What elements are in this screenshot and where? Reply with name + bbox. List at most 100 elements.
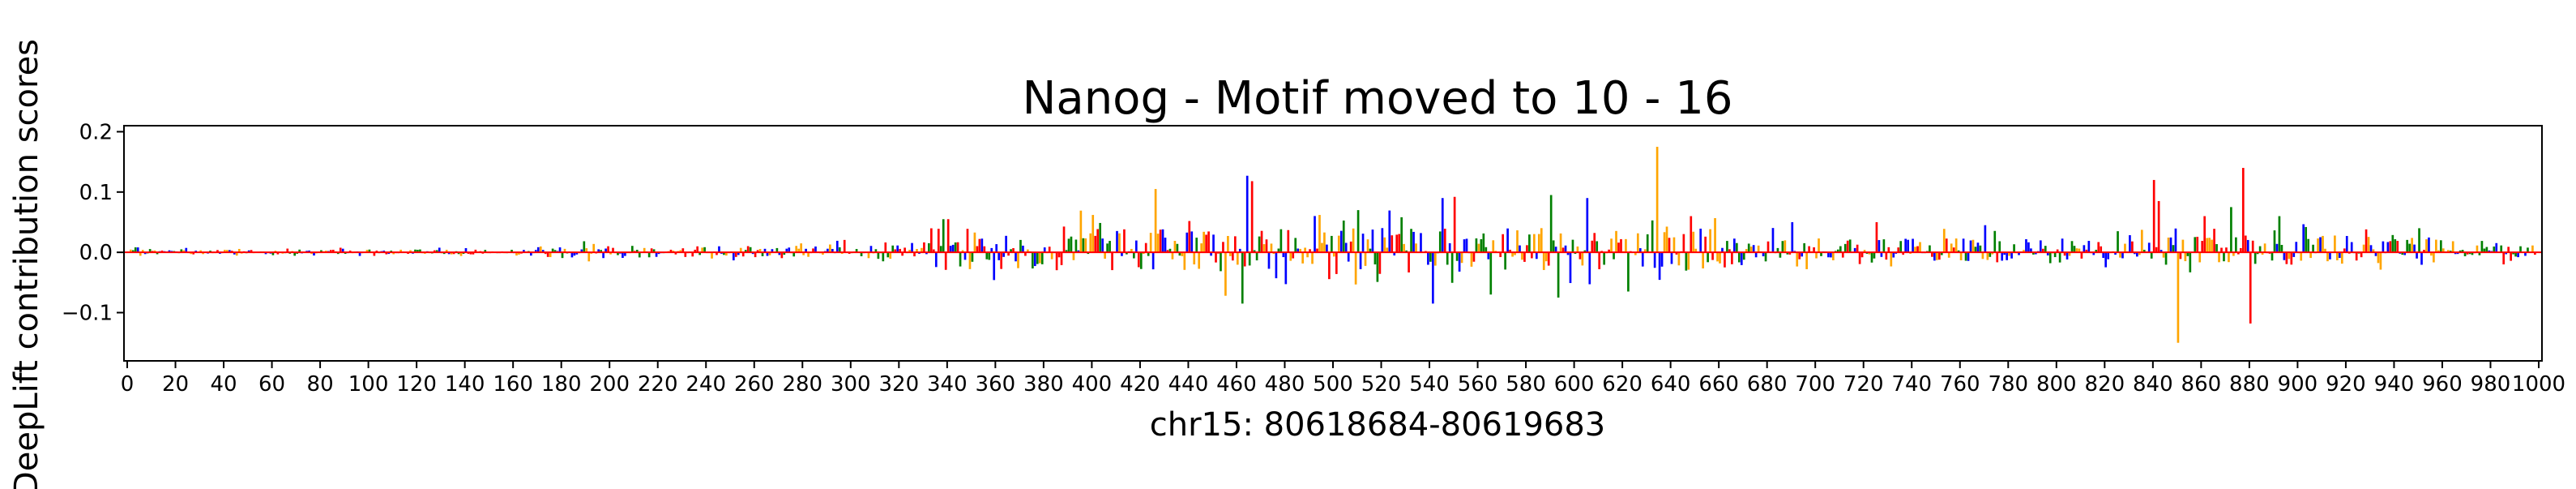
contribution-bar-A <box>2463 252 2467 256</box>
contribution-bar-A <box>1549 195 1553 253</box>
contribution-bar-T <box>1062 226 1066 253</box>
contribution-bar-G <box>797 248 801 253</box>
contribution-bar-A <box>1776 247 1779 253</box>
contribution-bar-A <box>131 250 135 253</box>
contribution-bar-T <box>1096 229 1100 253</box>
contribution-bar-A <box>1742 252 1745 260</box>
contribution-bar-T <box>2249 252 2252 324</box>
contribution-bar-C <box>993 252 996 281</box>
contribution-bar-T <box>1166 250 1169 253</box>
contribution-bar-T <box>452 252 455 255</box>
contribution-bar-A <box>1067 238 1070 253</box>
contribution-bar-G <box>1337 235 1340 253</box>
contribution-bar-A <box>617 252 619 255</box>
contribution-bar-C <box>1275 252 1278 279</box>
contribution-bar-G <box>973 232 976 253</box>
contribution-bar-T <box>691 252 694 257</box>
contribution-bar-A <box>1836 249 1839 253</box>
contribution-bar-T <box>1250 181 1254 253</box>
contribution-bar-G <box>2198 252 2202 263</box>
contribution-bar-T <box>1055 252 1058 271</box>
contribution-bar-T <box>1996 252 1999 263</box>
contribution-bar-C <box>995 244 998 253</box>
contribution-bar-A <box>1178 252 1181 256</box>
contribution-bar-C <box>1151 252 1155 270</box>
contribution-bar-T <box>1094 235 1097 253</box>
contribution-bar-T <box>684 252 687 257</box>
contribution-bar-T <box>1007 252 1010 256</box>
contribution-bar-C <box>464 248 468 253</box>
contribution-bar-A <box>511 250 513 253</box>
contribution-bar-C <box>737 252 740 255</box>
contribution-bar-G <box>701 247 703 253</box>
contribution-bar-T <box>884 242 887 253</box>
contribution-bar-T <box>1499 252 1502 258</box>
x-tick-label: 440 <box>1168 372 1209 397</box>
contribution-bar-G <box>1415 243 1417 253</box>
y-tick-label: 0.0 <box>79 241 113 265</box>
contribution-bar-G <box>1301 252 1304 264</box>
contribution-bar-C <box>2134 252 2136 255</box>
y-tick-label: 0.1 <box>79 181 113 205</box>
contribution-bar-A <box>2215 244 2218 253</box>
contribution-bar-T <box>1159 229 1162 253</box>
contribution-bar-C <box>1569 252 1572 284</box>
contribution-bar-G <box>2140 229 2143 253</box>
contribution-bar-G <box>518 252 520 255</box>
contribution-bar-C <box>1907 239 1909 253</box>
contribution-bar-T <box>1188 221 1191 253</box>
y-tick-label: 0.2 <box>79 120 113 144</box>
contribution-bar-A <box>1429 252 1432 262</box>
contribution-bar-A <box>1168 248 1172 253</box>
contribution-bar-T <box>474 249 477 253</box>
contribution-bar-G <box>2211 239 2213 253</box>
contribution-bar-G <box>1492 240 1495 253</box>
contribution-bar-A <box>2485 247 2488 253</box>
contribution-bar-G <box>1542 252 1545 270</box>
contribution-bar-T <box>2502 252 2506 265</box>
contribution-bar-G <box>1154 189 1157 253</box>
contribution-bar-T <box>913 252 916 257</box>
contribution-bar-G <box>1942 229 1946 253</box>
contribution-bar-C <box>1043 247 1046 253</box>
contribution-bar-C <box>1827 252 1830 258</box>
contribution-bar-C <box>2039 240 2042 253</box>
contribution-bar-A <box>1099 222 1102 253</box>
contribution-bar-C <box>1771 228 1775 253</box>
contribution-bar-G <box>139 252 142 256</box>
x-tick-label: 0 <box>121 372 135 397</box>
contribution-bar-A <box>1528 234 1531 253</box>
contribution-bar-C <box>911 242 913 253</box>
contribution-bar-G <box>1156 234 1160 253</box>
contribution-bar-C <box>308 250 310 253</box>
contribution-bar-A <box>209 251 211 253</box>
contribution-bar-T <box>2355 252 2358 261</box>
contribution-bar-C <box>2159 250 2163 253</box>
contribution-bar-A <box>1552 240 1555 253</box>
contribution-bar-T <box>1916 246 1919 253</box>
contribution-bar-G <box>1306 252 1309 258</box>
contribution-bar-C <box>1326 244 1328 253</box>
contribution-bar-A <box>2461 250 2464 253</box>
contribution-bar-G <box>921 247 923 253</box>
contribution-bar-A <box>939 246 942 253</box>
contribution-bar-G <box>768 252 771 255</box>
contribution-bar-T <box>250 250 253 253</box>
contribution-bar-A <box>1036 252 1039 264</box>
x-tick-label: 300 <box>831 372 871 397</box>
contribution-bar-C <box>622 252 624 259</box>
contribution-bar-T <box>1012 248 1015 253</box>
contribution-bar-C <box>1393 252 1396 255</box>
contribution-bar-A <box>1455 252 1459 261</box>
contribution-bar-G <box>1072 252 1075 260</box>
contribution-bar-C <box>1458 252 1461 272</box>
x-tick-label: 600 <box>1554 372 1595 397</box>
contribution-bar-A <box>1929 245 1931 253</box>
contribution-bar-G <box>592 243 596 253</box>
contribution-bar-C <box>1566 252 1570 255</box>
contribution-bar-G <box>2340 252 2343 264</box>
contribution-bar-A <box>1596 241 1599 253</box>
contribution-bar-G <box>1972 239 1975 253</box>
contribution-bar-A <box>1369 248 1372 253</box>
contribution-bar-T <box>1731 252 1733 264</box>
